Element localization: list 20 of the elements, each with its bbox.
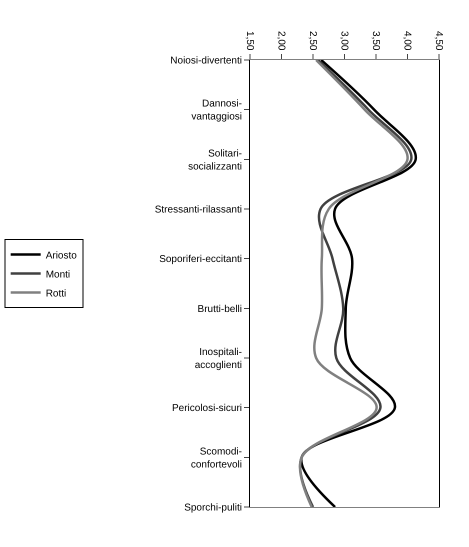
y-tick-label: Dannosi- vantaggiosi: [191, 98, 242, 123]
y-tick-label: Pericolosi-sicuri: [172, 403, 242, 414]
legend-label: Ariosto: [46, 250, 78, 262]
y-tick-label: Brutti-belli: [198, 304, 242, 315]
legend-label: Rotti: [46, 288, 66, 300]
y-tick-label: Scomodi- confortevoli: [190, 446, 242, 470]
x-tick-label: 3,50: [370, 31, 381, 51]
x-tick-label: 4,50: [432, 31, 444, 51]
y-tick-label: Inospitali- accoglienti: [194, 347, 242, 371]
y-tick-label: Solitari- socializzanti: [188, 148, 242, 172]
x-tick-label: 1,50: [244, 31, 255, 51]
y-tick-label: Noiosi-divertenti: [170, 56, 242, 66]
x-tick-label: 2,00: [275, 31, 286, 51]
legend-label: Monti: [46, 269, 70, 280]
y-tick-label: Sporchi-puliti: [184, 502, 242, 514]
y-tick-label: Stressanti-rilassanti: [154, 204, 242, 216]
x-tick-label: 3,00: [338, 31, 350, 51]
x-tick-label: 4,00: [401, 31, 412, 51]
y-tick-label: Soporiferi-eccitanti: [159, 254, 242, 266]
x-tick-label: 2,50: [306, 31, 318, 51]
